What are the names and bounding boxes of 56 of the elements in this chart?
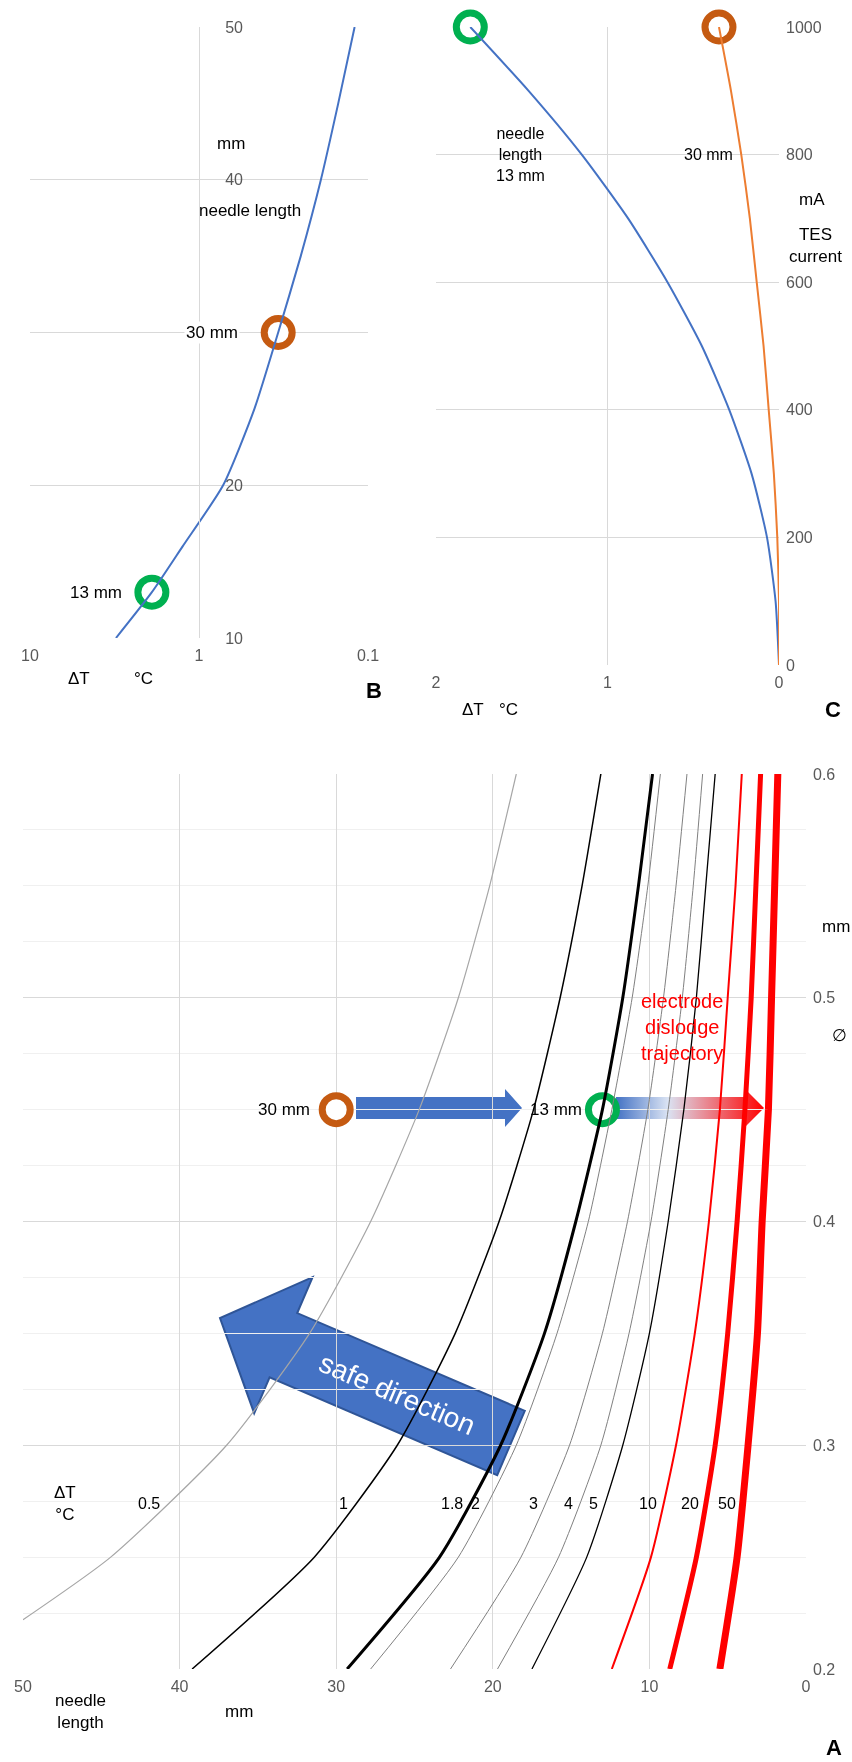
text: C <box>825 696 841 722</box>
text: mm <box>225 1702 254 1721</box>
y-tick-label: 600 <box>786 273 813 291</box>
y-tick-label: 10 <box>225 629 244 647</box>
y-tick-label: 50 <box>225 18 244 36</box>
x-tick-label: 50 <box>14 1678 32 1695</box>
x-axis-title: ΔT °C <box>462 700 519 719</box>
x-tick-label: 30 <box>327 1678 346 1695</box>
annotation: 30 mm <box>258 1100 310 1119</box>
y-tick-label: 0.5 <box>813 989 836 1007</box>
y-tick-label: 200 <box>786 529 813 546</box>
x-tick-label: 20 <box>483 1678 502 1695</box>
series-label: 3 <box>529 1495 538 1512</box>
x-tick-label: 0 <box>774 674 784 691</box>
y-tick-label: 1000 <box>786 18 822 36</box>
text: ∅ <box>832 1026 847 1045</box>
y-tick-label: 800 <box>786 146 813 164</box>
x-tick-label: 40 <box>170 1678 189 1695</box>
y-tick-label: 400 <box>786 401 813 419</box>
x-tick-label: 1 <box>194 647 204 664</box>
series-label: 1.8 <box>441 1495 464 1512</box>
y-tick-label: 0.2 <box>813 1660 836 1678</box>
legend-title: ΔT °C <box>54 1483 76 1525</box>
series-label: 0.5 <box>138 1495 161 1512</box>
series-label: 5 <box>589 1495 598 1512</box>
x-axis-title: needle length <box>55 1691 107 1733</box>
text: A <box>826 1734 842 1760</box>
y-tick-label: 0.6 <box>813 765 836 783</box>
y-tick-label: 0.3 <box>813 1436 836 1454</box>
text: mA <box>799 190 826 209</box>
x-tick-label: 10 <box>21 647 39 664</box>
series-label: 20 <box>681 1495 699 1512</box>
line-series <box>191 774 602 1669</box>
line-series <box>610 774 743 1669</box>
y-tick-label: 0.4 <box>813 1213 836 1231</box>
annotation: mm <box>217 134 246 153</box>
x-tick-label: 10 <box>640 1678 659 1695</box>
text: B <box>366 677 382 703</box>
x-tick-label: 1 <box>603 674 613 691</box>
line-series <box>23 774 517 1621</box>
series-label: needle length 13 mm <box>496 125 545 184</box>
y-axis-title: TES current <box>789 225 843 267</box>
y-axis-title: mm <box>822 917 851 936</box>
y-axis-title: needle length <box>199 201 302 220</box>
series-label: 50 <box>718 1495 736 1512</box>
series-label: 4 <box>564 1495 573 1512</box>
y-tick-label: 20 <box>225 476 244 494</box>
annotation: 30 mm <box>186 323 238 342</box>
series-label: 1 <box>339 1495 348 1512</box>
series-label: 30 mm <box>684 146 733 163</box>
text: ΔT °C <box>68 669 154 688</box>
x-tick-label: 2 <box>431 674 441 691</box>
annotation: 13 mm <box>70 583 122 602</box>
y-tick-label: 40 <box>225 171 244 189</box>
series-label: 10 <box>639 1495 657 1512</box>
x-tick-label: 0.1 <box>356 647 380 664</box>
